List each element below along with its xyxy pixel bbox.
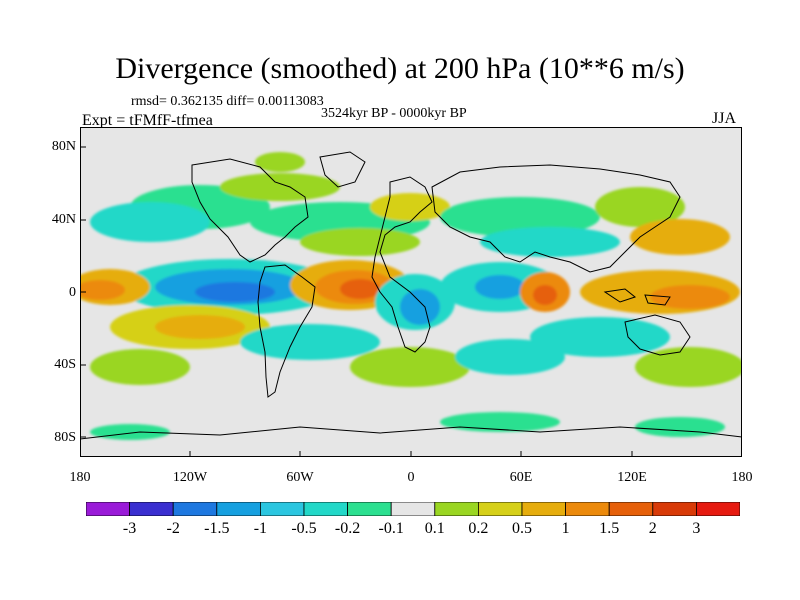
season-label: JJA — [712, 110, 737, 127]
figure-title: Divergence (smoothed) at 200 hPa (10**6 … — [115, 52, 685, 85]
europe-africa-coast — [371, 176, 433, 353]
contour-blob — [455, 339, 565, 375]
lon-label: 180 — [69, 470, 91, 485]
lon-label: 60E — [509, 470, 533, 485]
colorbar-label: 1.5 — [599, 520, 620, 537]
colorbar-label: -1 — [253, 520, 268, 537]
antarctica-coast — [80, 426, 742, 440]
contour-blob — [440, 197, 600, 237]
colorbar-box — [696, 502, 740, 516]
contour-blob — [300, 228, 420, 256]
colorbar-label: -2 — [166, 520, 180, 537]
contour-blob — [650, 285, 730, 309]
period-text: 3524kyr BP - 0000kyr BP — [321, 106, 467, 121]
colorbar-box — [652, 502, 697, 516]
lat-label: 80S — [54, 430, 76, 445]
lon-label: 60W — [286, 470, 314, 485]
lon-label: 120E — [617, 470, 647, 485]
contour-blob — [90, 349, 190, 385]
south-america-coast — [257, 264, 316, 398]
colorbar-box — [434, 502, 479, 516]
coastlines — [80, 151, 742, 440]
colorbar-label: -3 — [122, 520, 137, 537]
lon-label: 120W — [172, 470, 208, 485]
colorbar — [86, 502, 740, 516]
contour-blob — [90, 202, 210, 242]
lat-label: 40S — [54, 357, 76, 372]
colorbar-label: -0.2 — [334, 520, 361, 537]
colorbar-box — [129, 502, 174, 516]
colorbar-box — [216, 502, 261, 516]
colorbar-label: -1.5 — [204, 520, 230, 537]
lon-label: 180 — [731, 470, 753, 485]
tick-marks — [80, 146, 633, 457]
contour-blob — [220, 173, 340, 201]
indonesia-coast — [603, 288, 671, 306]
colorbar-label: 0.2 — [468, 520, 489, 537]
north-america-coast — [191, 158, 309, 263]
contour-blob — [595, 187, 685, 227]
australia-coast — [624, 314, 691, 356]
contour-blob — [475, 275, 525, 299]
colorbar-label: 0.1 — [424, 520, 445, 537]
contour-field — [80, 152, 742, 440]
colorbar-box — [608, 502, 654, 516]
colorbar-label: -0.5 — [291, 520, 317, 537]
colorbar-label: -0.1 — [378, 520, 404, 537]
contour-blob — [240, 324, 380, 360]
colorbar-box — [565, 502, 610, 516]
colorbar-box — [477, 502, 523, 516]
colorbar-box — [347, 502, 392, 516]
contour-blob — [155, 315, 245, 339]
colorbar-label: 3 — [692, 520, 701, 537]
contour-blob — [340, 279, 380, 299]
contour-blob — [370, 193, 450, 221]
colorbar-box — [390, 502, 436, 516]
colorbar-box — [259, 502, 305, 516]
lat-label: 80N — [51, 139, 76, 154]
lat-label: 0 — [69, 285, 76, 300]
contour-blob — [480, 227, 620, 257]
contour-blob — [255, 152, 305, 172]
colorbar-label: 1 — [561, 520, 570, 537]
asia-coast — [431, 164, 681, 273]
colorbar-box — [172, 502, 218, 516]
contour-blob — [80, 280, 125, 300]
contour-blob — [90, 424, 170, 440]
colorbar-box — [303, 502, 348, 516]
contour-blob — [195, 282, 275, 302]
colorbar-label: 0.5 — [512, 520, 532, 537]
colorbar-box — [521, 502, 566, 516]
greenland-coast — [319, 151, 366, 188]
experiment-label: Expt = tFMfF-tfmea — [82, 112, 213, 129]
contour-blob — [400, 289, 440, 325]
divergence-map — [80, 127, 742, 457]
contour-blob — [635, 347, 742, 387]
contour-blob — [533, 285, 557, 305]
contour-blob — [440, 412, 560, 432]
colorbar-label: 2 — [648, 520, 657, 537]
stats-text: rmsd= 0.362135 diff= 0.00113083 — [131, 94, 324, 109]
contour-blob — [350, 347, 470, 387]
lon-label: 0 — [407, 470, 415, 485]
contour-blob — [630, 219, 730, 255]
contour-blob — [635, 417, 725, 437]
contour-blob — [530, 317, 670, 357]
colorbar-box — [86, 502, 130, 516]
lat-label: 40N — [51, 212, 76, 227]
